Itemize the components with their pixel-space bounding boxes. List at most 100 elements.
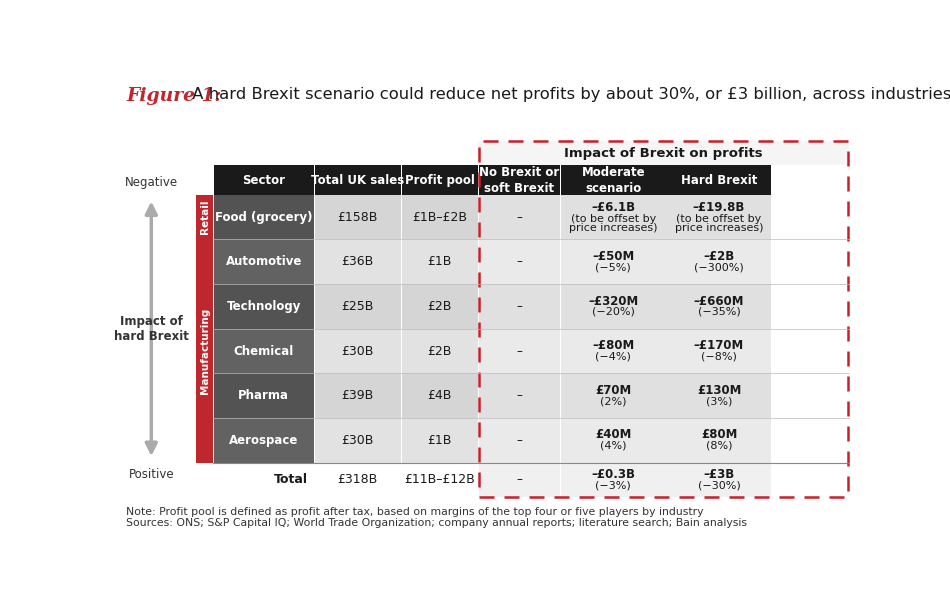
- Text: price increases): price increases): [674, 223, 763, 233]
- FancyBboxPatch shape: [402, 329, 479, 373]
- Text: £11B–£12B: £11B–£12B: [405, 473, 475, 486]
- FancyBboxPatch shape: [479, 463, 560, 496]
- Text: £4B: £4B: [428, 389, 452, 402]
- Text: –£660M: –£660M: [694, 295, 744, 308]
- Text: –: –: [516, 300, 522, 313]
- FancyBboxPatch shape: [402, 195, 479, 239]
- Text: (3%): (3%): [706, 396, 732, 406]
- Text: –£50M: –£50M: [592, 250, 635, 263]
- FancyBboxPatch shape: [479, 373, 560, 418]
- Text: –: –: [516, 389, 522, 402]
- Text: Automotive: Automotive: [225, 255, 302, 268]
- FancyBboxPatch shape: [197, 195, 214, 239]
- Text: Chemical: Chemical: [234, 345, 294, 357]
- FancyBboxPatch shape: [560, 463, 667, 496]
- Text: –£170M: –£170M: [694, 339, 744, 352]
- FancyBboxPatch shape: [560, 418, 667, 463]
- Text: Manufacturing: Manufacturing: [200, 308, 210, 394]
- Text: £2B: £2B: [428, 300, 452, 313]
- Text: –£80M: –£80M: [592, 339, 635, 352]
- Text: –: –: [516, 473, 522, 486]
- FancyBboxPatch shape: [214, 166, 314, 195]
- FancyBboxPatch shape: [479, 418, 560, 463]
- Text: A hard Brexit scenario could reduce net profits by about 30%, or £3 billion, acr: A hard Brexit scenario could reduce net …: [187, 87, 950, 102]
- FancyBboxPatch shape: [560, 239, 667, 284]
- FancyBboxPatch shape: [214, 239, 314, 284]
- FancyBboxPatch shape: [560, 284, 667, 329]
- FancyBboxPatch shape: [314, 329, 401, 373]
- FancyBboxPatch shape: [314, 463, 401, 496]
- Text: Retail: Retail: [200, 200, 210, 234]
- Text: (−4%): (−4%): [596, 351, 631, 361]
- FancyBboxPatch shape: [214, 329, 314, 373]
- FancyBboxPatch shape: [560, 166, 667, 195]
- Text: £30B: £30B: [341, 434, 373, 447]
- FancyBboxPatch shape: [668, 329, 771, 373]
- FancyBboxPatch shape: [402, 463, 479, 496]
- Text: £36B: £36B: [341, 255, 373, 268]
- FancyBboxPatch shape: [314, 166, 401, 195]
- FancyBboxPatch shape: [314, 195, 401, 239]
- FancyBboxPatch shape: [668, 239, 771, 284]
- Text: Negative: Negative: [124, 177, 178, 189]
- Text: –£19.8B: –£19.8B: [693, 202, 745, 214]
- Text: £2B: £2B: [428, 345, 452, 357]
- Text: Positive: Positive: [128, 468, 174, 481]
- FancyBboxPatch shape: [668, 463, 771, 496]
- Text: Pharma: Pharma: [238, 389, 289, 402]
- Text: (−3%): (−3%): [596, 480, 631, 490]
- Text: (2%): (2%): [600, 396, 626, 406]
- Text: (to be offset by: (to be offset by: [571, 214, 655, 224]
- Text: Profit pool: Profit pool: [405, 174, 475, 186]
- Text: Moderate
scenario: Moderate scenario: [581, 166, 645, 195]
- FancyBboxPatch shape: [479, 329, 560, 373]
- Text: £158B: £158B: [337, 211, 378, 224]
- Text: Figure 1:: Figure 1:: [126, 87, 222, 105]
- Text: (−8%): (−8%): [701, 351, 737, 361]
- FancyBboxPatch shape: [402, 284, 479, 329]
- Text: (−20%): (−20%): [592, 307, 635, 317]
- FancyBboxPatch shape: [402, 418, 479, 463]
- Text: £1B: £1B: [428, 434, 452, 447]
- Text: –: –: [516, 434, 522, 447]
- Text: –£2B: –£2B: [703, 250, 734, 263]
- FancyBboxPatch shape: [560, 195, 667, 239]
- Text: Aerospace: Aerospace: [229, 434, 298, 447]
- Text: Impact of
hard Brexit: Impact of hard Brexit: [114, 315, 189, 343]
- FancyBboxPatch shape: [214, 463, 314, 496]
- Text: (−5%): (−5%): [596, 262, 631, 272]
- Text: (to be offset by: (to be offset by: [676, 214, 762, 224]
- FancyBboxPatch shape: [668, 166, 771, 195]
- FancyBboxPatch shape: [214, 284, 314, 329]
- Text: Impact of Brexit on profits: Impact of Brexit on profits: [564, 147, 763, 160]
- FancyBboxPatch shape: [560, 373, 667, 418]
- Text: Technology: Technology: [226, 300, 301, 313]
- Text: –£0.3B: –£0.3B: [591, 468, 636, 481]
- FancyBboxPatch shape: [214, 418, 314, 463]
- FancyBboxPatch shape: [479, 141, 848, 166]
- FancyBboxPatch shape: [197, 239, 214, 463]
- Text: (−300%): (−300%): [694, 262, 744, 272]
- Text: Total: Total: [274, 473, 308, 486]
- FancyBboxPatch shape: [402, 166, 479, 195]
- FancyBboxPatch shape: [668, 195, 771, 239]
- Text: Total UK sales: Total UK sales: [311, 174, 404, 186]
- Text: Sector: Sector: [242, 174, 285, 186]
- Text: £25B: £25B: [341, 300, 373, 313]
- Text: £130M: £130M: [696, 384, 741, 397]
- FancyBboxPatch shape: [314, 239, 401, 284]
- Text: £39B: £39B: [341, 389, 373, 402]
- FancyBboxPatch shape: [314, 373, 401, 418]
- FancyBboxPatch shape: [314, 418, 401, 463]
- FancyBboxPatch shape: [479, 166, 560, 195]
- Text: Hard Brexit: Hard Brexit: [681, 174, 757, 186]
- FancyBboxPatch shape: [560, 329, 667, 373]
- Text: Sources: ONS; S&P Capital IQ; World Trade Organization; company annual reports; : Sources: ONS; S&P Capital IQ; World Trad…: [126, 518, 748, 528]
- Text: £80M: £80M: [701, 429, 737, 442]
- Text: (8%): (8%): [706, 441, 732, 451]
- Text: –£320M: –£320M: [588, 295, 638, 308]
- FancyBboxPatch shape: [668, 373, 771, 418]
- Text: £30B: £30B: [341, 345, 373, 357]
- Text: –: –: [516, 255, 522, 268]
- FancyBboxPatch shape: [668, 418, 771, 463]
